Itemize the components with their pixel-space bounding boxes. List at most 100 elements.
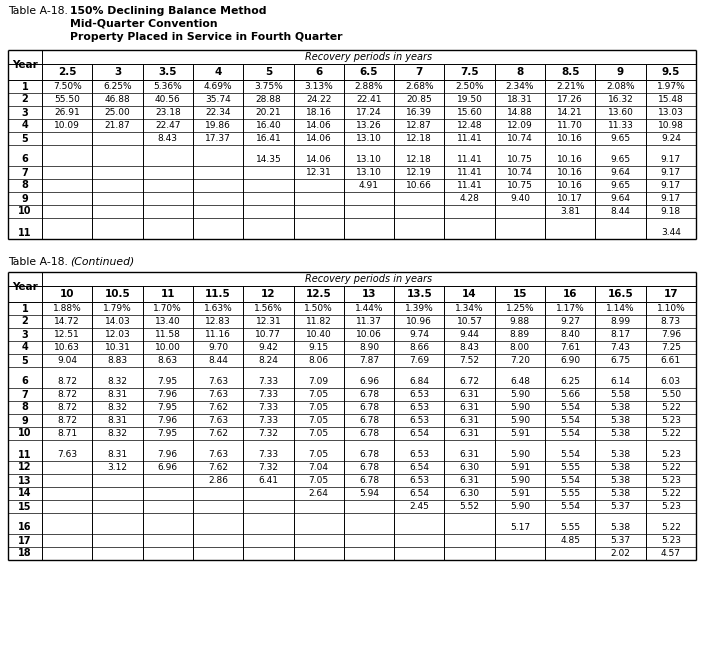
- Text: 12.19: 12.19: [406, 168, 432, 177]
- Text: 7.33: 7.33: [258, 377, 279, 386]
- Text: 7.05: 7.05: [308, 403, 329, 412]
- Text: 7.32: 7.32: [258, 429, 278, 438]
- Text: 9.27: 9.27: [560, 317, 580, 326]
- Text: 9.17: 9.17: [661, 155, 681, 164]
- Text: 9.74: 9.74: [409, 330, 429, 339]
- Text: 13: 13: [18, 476, 32, 485]
- Text: 2.45: 2.45: [409, 502, 429, 511]
- Text: 6.53: 6.53: [409, 450, 429, 459]
- Text: 5.54: 5.54: [560, 476, 580, 485]
- Text: 1.25%: 1.25%: [505, 304, 534, 313]
- Text: 19.50: 19.50: [457, 95, 482, 104]
- Text: 5.66: 5.66: [560, 390, 580, 399]
- Text: 5.90: 5.90: [510, 476, 530, 485]
- Text: 5.37: 5.37: [610, 502, 631, 511]
- Text: 5.54: 5.54: [560, 416, 580, 425]
- Text: 23.18: 23.18: [155, 108, 181, 117]
- Text: 14.06: 14.06: [306, 121, 332, 130]
- Text: 8.99: 8.99: [610, 317, 631, 326]
- Text: 5.23: 5.23: [661, 476, 681, 485]
- Text: 9.24: 9.24: [661, 134, 681, 143]
- Text: 3: 3: [22, 108, 28, 117]
- Text: 6.31: 6.31: [460, 476, 479, 485]
- Text: 12.31: 12.31: [256, 317, 282, 326]
- Text: 6.78: 6.78: [359, 403, 379, 412]
- Text: 12.51: 12.51: [54, 330, 80, 339]
- Text: 7.05: 7.05: [308, 450, 329, 459]
- Text: 2.50%: 2.50%: [455, 82, 484, 91]
- Text: 13.60: 13.60: [608, 108, 634, 117]
- Text: 11.16: 11.16: [205, 330, 231, 339]
- Text: 8.06: 8.06: [308, 356, 329, 365]
- Text: 8.17: 8.17: [610, 330, 631, 339]
- Text: Mid-Quarter Convention: Mid-Quarter Convention: [70, 19, 218, 29]
- Text: 8.40: 8.40: [560, 330, 580, 339]
- Text: 1.10%: 1.10%: [656, 304, 685, 313]
- Text: 9.88: 9.88: [510, 317, 530, 326]
- Text: 8.43: 8.43: [158, 134, 178, 143]
- Text: 7.69: 7.69: [409, 356, 429, 365]
- Text: 14.35: 14.35: [256, 155, 282, 164]
- Text: 13.10: 13.10: [356, 134, 382, 143]
- Text: 12.18: 12.18: [406, 134, 432, 143]
- Text: 10.40: 10.40: [306, 330, 332, 339]
- Text: 5.38: 5.38: [610, 450, 631, 459]
- Text: 3.5: 3.5: [158, 67, 177, 77]
- Text: 5.38: 5.38: [610, 429, 631, 438]
- Text: 1.50%: 1.50%: [304, 304, 333, 313]
- Text: 6.78: 6.78: [359, 450, 379, 459]
- Text: 5.22: 5.22: [661, 523, 681, 532]
- Text: 14.21: 14.21: [558, 108, 583, 117]
- Text: 7.05: 7.05: [308, 429, 329, 438]
- Text: 8.31: 8.31: [108, 416, 127, 425]
- Text: 10.16: 10.16: [558, 134, 583, 143]
- Text: 3: 3: [22, 329, 28, 340]
- Text: 5.58: 5.58: [610, 390, 631, 399]
- Text: 6.41: 6.41: [258, 476, 278, 485]
- Text: 7.63: 7.63: [208, 390, 228, 399]
- Text: 6.30: 6.30: [460, 489, 479, 498]
- Text: 6: 6: [315, 67, 322, 77]
- Text: 5.52: 5.52: [460, 502, 479, 511]
- Text: 11.41: 11.41: [457, 168, 482, 177]
- Text: 9.15: 9.15: [308, 343, 329, 352]
- Text: 17: 17: [664, 289, 678, 299]
- Text: 55.50: 55.50: [54, 95, 80, 104]
- Text: 8.73: 8.73: [661, 317, 681, 326]
- Text: 10: 10: [18, 428, 32, 439]
- Text: 6.78: 6.78: [359, 429, 379, 438]
- Text: 11: 11: [18, 227, 32, 238]
- Text: 5.23: 5.23: [661, 536, 681, 545]
- Text: 11: 11: [161, 289, 175, 299]
- Text: 8.44: 8.44: [208, 356, 228, 365]
- Text: 5.38: 5.38: [610, 416, 631, 425]
- Text: 11.82: 11.82: [306, 317, 332, 326]
- Text: 6: 6: [22, 376, 28, 386]
- Text: 3.44: 3.44: [661, 228, 681, 237]
- Text: 6.96: 6.96: [359, 377, 379, 386]
- Text: 5.90: 5.90: [510, 502, 530, 511]
- Text: 7.95: 7.95: [158, 429, 178, 438]
- Text: 5.91: 5.91: [510, 429, 530, 438]
- Text: 26.91: 26.91: [54, 108, 80, 117]
- Text: 5: 5: [22, 133, 28, 143]
- Text: 10.16: 10.16: [558, 168, 583, 177]
- Text: 5.36%: 5.36%: [153, 82, 182, 91]
- Text: 1: 1: [22, 303, 28, 314]
- Text: 3.81: 3.81: [560, 207, 580, 216]
- Text: 11.33: 11.33: [608, 121, 634, 130]
- Text: 4.69%: 4.69%: [203, 82, 232, 91]
- Text: 10.57: 10.57: [457, 317, 482, 326]
- Text: 1.39%: 1.39%: [405, 304, 434, 313]
- Text: Table A-18.: Table A-18.: [8, 6, 68, 16]
- Text: 4: 4: [22, 121, 28, 130]
- Text: 1.79%: 1.79%: [103, 304, 132, 313]
- Text: 150% Declining Balance Method: 150% Declining Balance Method: [70, 6, 267, 16]
- Text: 17.37: 17.37: [205, 134, 231, 143]
- Text: 7.05: 7.05: [308, 476, 329, 485]
- Text: 5.17: 5.17: [510, 523, 530, 532]
- Text: 10.63: 10.63: [54, 343, 80, 352]
- Text: 6.96: 6.96: [158, 463, 178, 472]
- Text: 6.48: 6.48: [510, 377, 530, 386]
- Text: 7.33: 7.33: [258, 450, 279, 459]
